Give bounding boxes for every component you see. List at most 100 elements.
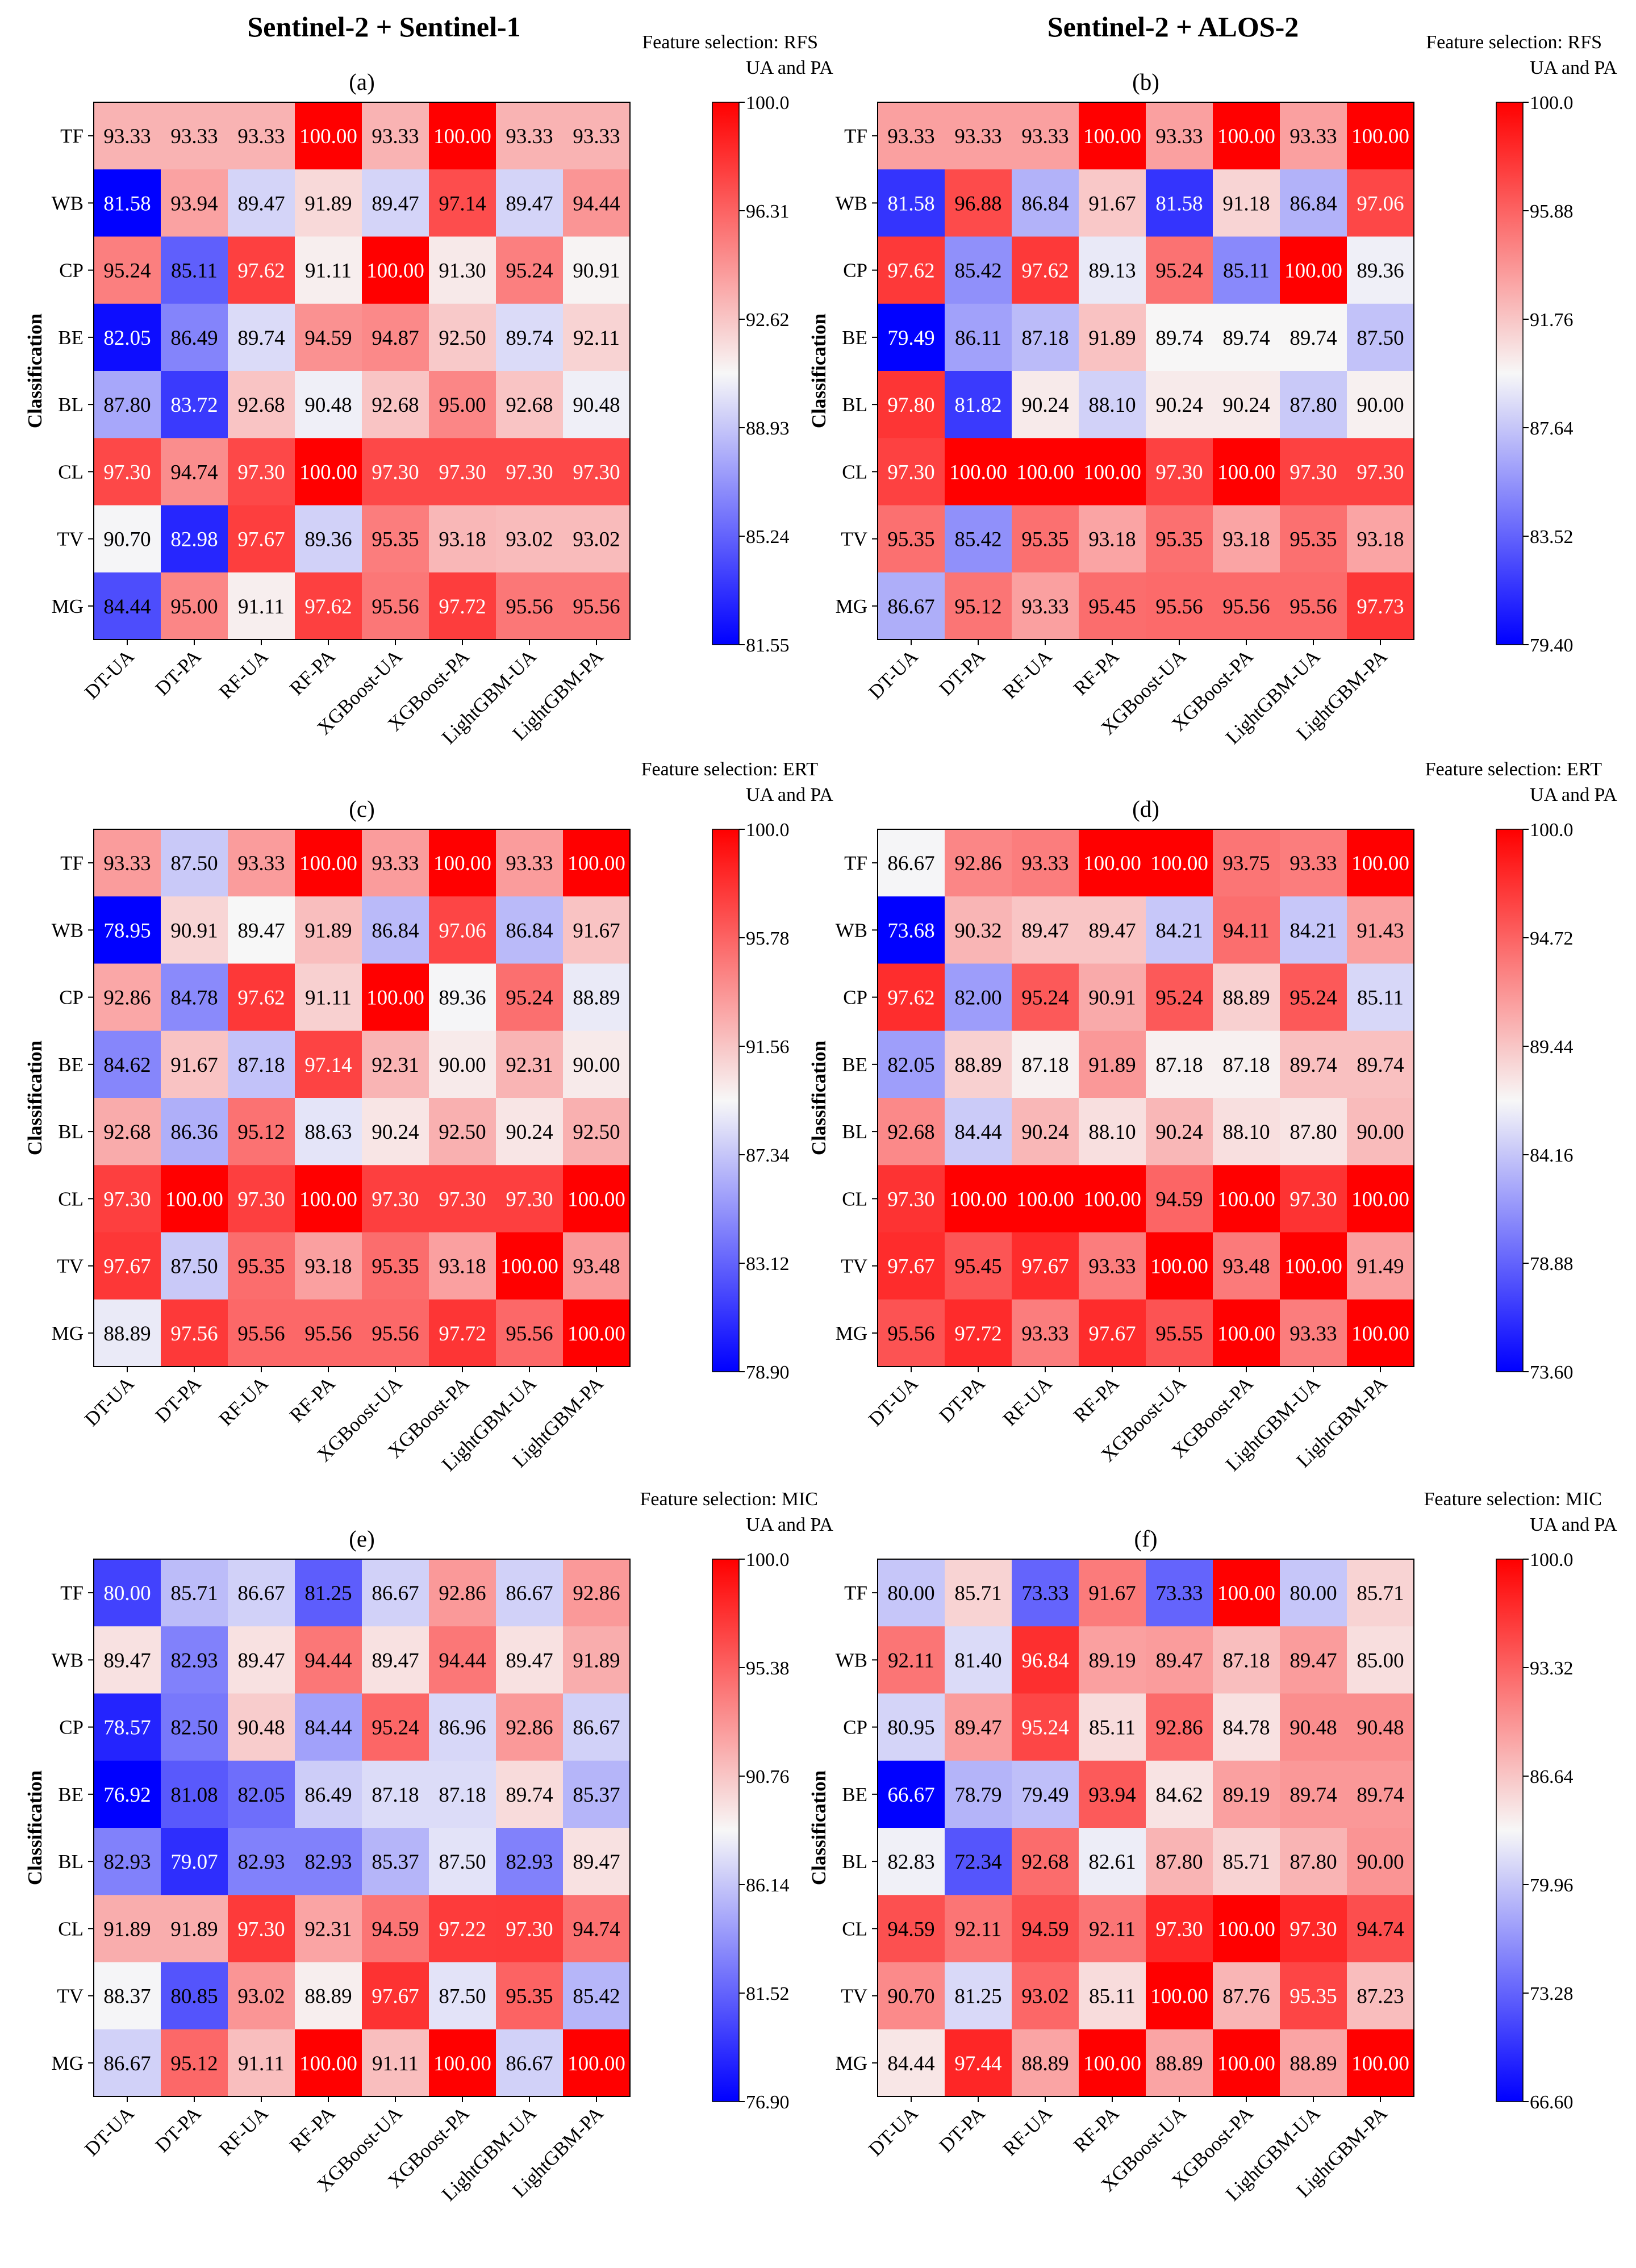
cell-value-label: 88.37 <box>103 1985 151 2008</box>
cell-value-label: 92.86 <box>573 1582 620 1605</box>
y-tick-label: BL <box>842 394 867 416</box>
cell-value-label: 87.80 <box>1155 1851 1203 1874</box>
heatmap-cell <box>1347 1030 1414 1099</box>
cell-value-label: 90.48 <box>1357 1716 1404 1740</box>
cell-value-label: 78.79 <box>954 1784 1001 1807</box>
heatmap-cell <box>295 236 362 304</box>
colorbar-tick-label: 88.93 <box>746 418 790 439</box>
cell-value-label: 90.91 <box>573 260 620 283</box>
heatmap-cell <box>1079 896 1146 964</box>
heatmap-cell <box>945 1098 1012 1166</box>
heatmap-cell <box>1146 1098 1213 1166</box>
heatmap-cell <box>94 1962 161 2030</box>
heatmap-cell <box>295 829 362 897</box>
cell-value-label: 87.50 <box>1357 327 1404 350</box>
heatmap-cell <box>161 438 228 506</box>
cell-value-label: 94.59 <box>1155 1188 1203 1211</box>
heatmap-cell <box>1280 505 1347 573</box>
heatmap-cell <box>878 303 945 371</box>
heatmap-cell <box>161 303 228 371</box>
heatmap-cell <box>295 1098 362 1166</box>
cell-value-label: 100.00 <box>1217 1582 1275 1605</box>
cell-value-label: 88.10 <box>1088 1121 1136 1144</box>
heatmap-cell <box>945 1299 1012 1367</box>
cell-value-label: 91.11 <box>238 595 285 619</box>
heatmap-cell <box>228 1828 295 1895</box>
cell-value-label: 85.71 <box>1357 1582 1404 1605</box>
heatmap-cell <box>161 1299 228 1367</box>
heatmap-cell <box>1012 102 1079 170</box>
heatmap-cell <box>228 1165 295 1233</box>
heatmap-cell <box>429 1030 496 1099</box>
cell-value-label: 85.11 <box>1223 260 1270 283</box>
heatmap-cell <box>563 1098 631 1166</box>
cell-value-label: 97.62 <box>887 987 934 1010</box>
y-tick-label: BL <box>842 1851 867 1873</box>
y-tick-label: CL <box>58 461 84 483</box>
heatmap-cell <box>94 1299 161 1367</box>
colorbar-tick-label: 85.24 <box>746 527 790 548</box>
cell-value-label: 100.00 <box>1284 260 1342 283</box>
heatmap-cell <box>1146 963 1213 1031</box>
heatmap-cell <box>362 371 429 438</box>
cell-value-label: 95.56 <box>573 595 620 619</box>
heatmap-cell <box>1280 1693 1347 1761</box>
heatmap-cell <box>161 1693 228 1761</box>
cell-value-label: 88.89 <box>1289 2052 1337 2075</box>
heatmap-cell <box>429 1165 496 1233</box>
cell-value-label: 90.00 <box>1357 394 1404 417</box>
cell-value-label: 90.24 <box>1155 394 1203 417</box>
cell-value-label: 91.89 <box>573 1649 620 1672</box>
heatmap-cell <box>1280 1232 1347 1300</box>
heatmap-cell <box>878 236 945 304</box>
cell-value-label: 87.18 <box>1021 327 1069 350</box>
cell-value-label: 97.62 <box>887 260 934 283</box>
cell-value-label: 93.33 <box>372 125 419 148</box>
cell-value-label: 81.58 <box>103 192 151 215</box>
heatmap-cell <box>945 1895 1012 1962</box>
cell-value-label: 86.67 <box>887 595 934 619</box>
cell-value-label: 91.89 <box>304 192 352 215</box>
heatmap-cell <box>362 438 429 506</box>
heatmap-cell <box>362 1693 429 1761</box>
cell-value-label: 91.11 <box>238 2052 285 2075</box>
cell-value-label: 89.74 <box>1222 327 1270 350</box>
cell-value-label: 92.50 <box>439 1121 486 1144</box>
cell-value-label: 73.68 <box>887 919 934 942</box>
heatmap-cell <box>945 1559 1012 1627</box>
heatmap-cell <box>496 1232 564 1300</box>
cell-value-label: 82.93 <box>304 1851 352 1874</box>
y-tick-label: MG <box>52 1322 84 1344</box>
heatmap-cell <box>295 303 362 371</box>
colorbar-tick-label: 79.40 <box>1530 635 1574 656</box>
cell-value-label: 82.61 <box>1088 1851 1136 1874</box>
heatmap-cell <box>94 896 161 964</box>
cell-value-label: 100.00 <box>1083 125 1141 148</box>
cell-value-label: 89.47 <box>237 1649 285 1672</box>
heatmap-cell <box>295 102 362 170</box>
cell-value-label: 82.50 <box>170 1716 218 1740</box>
heatmap-cell <box>1079 2029 1146 2097</box>
heatmap-cell <box>1146 1559 1213 1627</box>
heatmap-cell <box>563 169 631 237</box>
heatmap-cell <box>228 1962 295 2030</box>
y-tick-label: CL <box>842 1188 867 1210</box>
cell-value-label: 94.11 <box>1223 919 1270 942</box>
cell-value-label: 90.24 <box>1222 394 1270 417</box>
feature-selection-label: Feature selection: MIC <box>640 1489 818 1510</box>
heatmap-cell <box>1347 1559 1414 1627</box>
heatmap-panel: (f) Feature selection: MIC UA and PA 80.00 8… <box>808 1489 1617 2206</box>
y-axis-label: Classification <box>808 1770 830 1885</box>
y-tick-label: WB <box>52 192 84 214</box>
cell-value-label: 93.33 <box>506 852 553 875</box>
heatmap-cell <box>94 169 161 237</box>
cell-value-label: 81.25 <box>954 1985 1001 2008</box>
colorbar-tick-label: 100.0 <box>1530 1549 1574 1571</box>
heatmap-cell <box>362 2029 429 2097</box>
cell-value-label: 100.00 <box>1217 125 1275 148</box>
heatmap-cell <box>1280 1828 1347 1895</box>
heatmap-cell <box>228 572 295 640</box>
y-tick-label: TV <box>57 1255 84 1277</box>
heatmap-cell <box>1012 438 1079 506</box>
cell-value-label: 88.89 <box>1021 2052 1069 2075</box>
